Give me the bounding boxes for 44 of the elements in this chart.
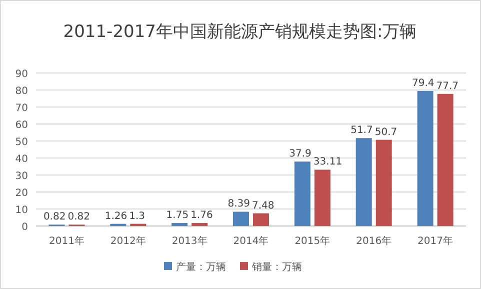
y-tick-label: 0	[22, 222, 28, 233]
data-label: 7.48	[252, 200, 274, 212]
data-label: 79.4	[412, 78, 434, 90]
x-tick-label: 2012年	[110, 235, 146, 247]
data-label: 1.26	[104, 210, 128, 222]
x-tick-label: 2014年	[233, 235, 269, 247]
x-tick-label: 2013年	[172, 235, 208, 247]
bar	[253, 213, 269, 226]
data-label: 0.82	[68, 212, 90, 223]
bar	[417, 91, 434, 226]
bar	[314, 170, 330, 226]
y-tick-label: 60	[15, 120, 28, 131]
y-tick-label: 20	[15, 188, 28, 199]
y-tick-label: 10	[15, 205, 28, 216]
x-tick-label: 2015年	[294, 235, 330, 247]
y-tick-label: 30	[15, 171, 28, 182]
bar	[172, 223, 188, 226]
data-label: 77.7	[436, 80, 459, 92]
bar	[233, 212, 249, 226]
y-tick-label: 90	[15, 69, 28, 80]
x-tick-label: 2017年	[418, 235, 454, 247]
bar	[376, 140, 392, 226]
legend-label: 产量：万辆	[176, 261, 226, 273]
data-label: 1.75	[166, 210, 189, 222]
bar	[294, 162, 310, 226]
data-label: 51.7	[350, 125, 373, 136]
y-tick-label: 40	[15, 154, 28, 165]
bar	[356, 138, 372, 226]
data-label: 8.39	[228, 198, 250, 210]
data-label: 1.76	[190, 210, 213, 222]
x-tick-label: 2016年	[356, 235, 392, 247]
y-tick-label: 50	[15, 137, 28, 148]
x-tick-label: 2011年	[48, 235, 84, 247]
bar	[192, 223, 208, 226]
data-label: 37.9	[289, 148, 312, 160]
data-label: 50.7	[374, 126, 398, 138]
bar	[437, 94, 454, 226]
legend-label: 销量：万辆	[251, 261, 302, 273]
y-tick-label: 70	[15, 103, 28, 114]
data-label: 0.82	[43, 212, 66, 223]
data-label: 1.3	[129, 210, 146, 222]
y-tick-label: 80	[15, 86, 28, 97]
chart-title: 2011-2017年中国新能源产销规模走势图:万辆	[63, 22, 417, 42]
data-label: 33.11	[313, 156, 342, 168]
